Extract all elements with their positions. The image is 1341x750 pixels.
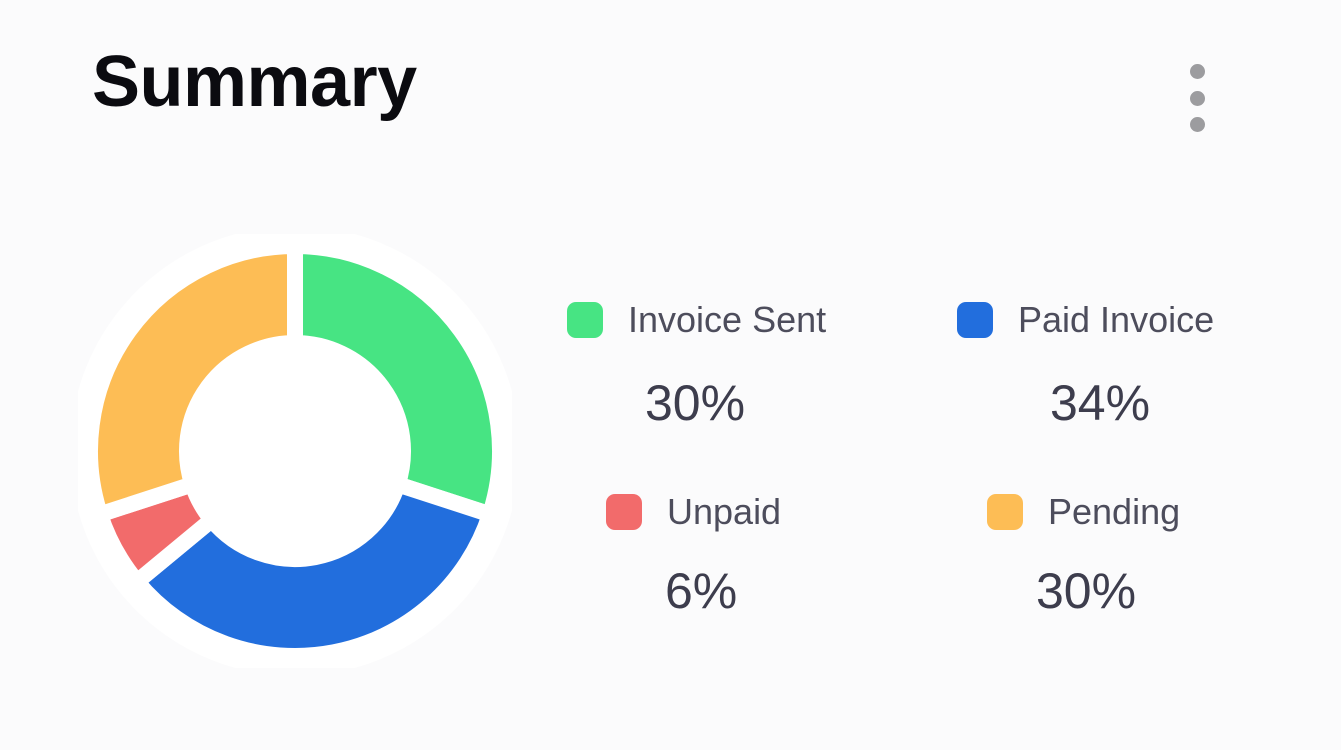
- legend-value-unpaid: 6%: [665, 563, 738, 619]
- menu-dot: [1189, 90, 1205, 106]
- legend-item-pending: Pending: [987, 494, 1180, 530]
- legend-value-paid-invoice: 34%: [1050, 375, 1151, 431]
- legend-label: Paid Invoice: [1018, 299, 1215, 340]
- donut-slice-invoice-sent: [287, 237, 508, 525]
- donut-slice-pending: [82, 237, 303, 525]
- legend-item-paid-invoice: Paid Invoice: [957, 302, 1214, 338]
- donut-chart: [78, 234, 512, 668]
- legend-item-invoice-sent: Invoice Sent: [567, 302, 826, 338]
- legend-item-unpaid: Unpaid: [606, 494, 781, 530]
- menu-dot: [1189, 64, 1205, 79]
- legend-swatch: [606, 494, 642, 530]
- legend-value-pending: 30%: [1036, 563, 1137, 619]
- donut-slice-paid-invoice: [125, 474, 501, 664]
- legend-label: Invoice Sent: [628, 299, 827, 340]
- legend-value-invoice-sent: 30%: [645, 375, 746, 431]
- legend-swatch: [957, 302, 993, 338]
- more-vertical-icon[interactable]: [1182, 64, 1212, 132]
- card-title: Summary: [92, 42, 417, 122]
- legend-label: Pending: [1048, 491, 1181, 532]
- menu-dot: [1189, 117, 1205, 132]
- legend-label: Unpaid: [667, 491, 782, 532]
- legend-swatch: [987, 494, 1023, 530]
- legend-swatch: [567, 302, 603, 338]
